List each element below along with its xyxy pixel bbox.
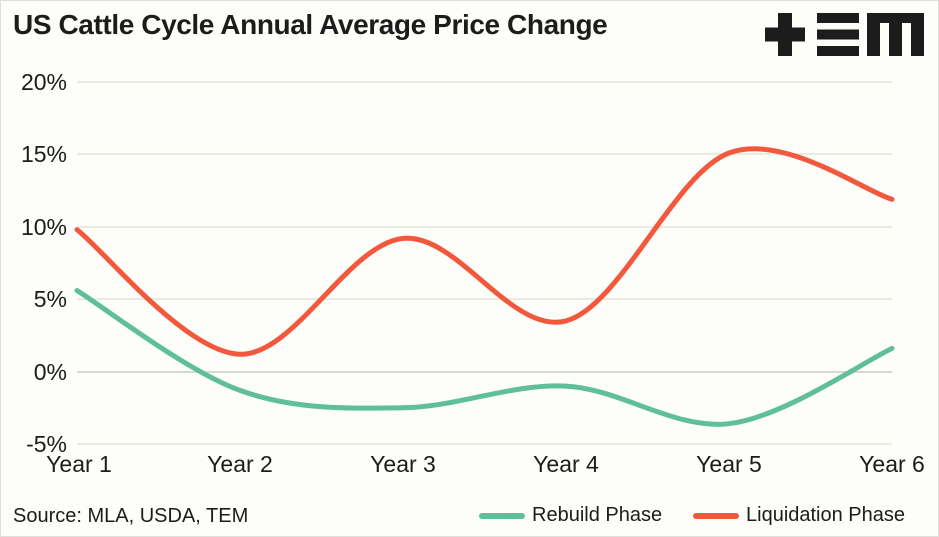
series-line-liquidation-phase	[74, 146, 895, 357]
m-glyph-icon	[867, 13, 924, 56]
tem-logo	[765, 13, 924, 56]
y-tick-label: 0%	[33, 358, 67, 385]
liquidation-line-swatch-icon	[693, 512, 739, 519]
x-tick-label: Year 2	[207, 451, 273, 477]
x-tick-label: Year 1	[46, 451, 112, 477]
y-tick-label: 15%	[20, 141, 67, 168]
x-tick-label: Year 5	[696, 451, 762, 477]
gridline	[77, 298, 892, 301]
source-note: Source: MLA, USDA, TEM	[13, 505, 249, 527]
gridline	[77, 443, 892, 445]
y-tick-label: 20%	[20, 69, 67, 95]
y-tick-label: 10%	[20, 213, 67, 240]
x-tick-label: Year 4	[533, 451, 599, 477]
legend-item-rebuild: Rebuild Phase	[479, 504, 662, 527]
y-tick-label: 5%	[33, 286, 67, 313]
series-line-rebuild-phase	[74, 288, 895, 427]
y-tick-label: -5%	[26, 431, 67, 457]
x-tick-label: Year 6	[859, 451, 925, 477]
gridline	[77, 225, 892, 228]
triple-bar-icon	[817, 13, 859, 56]
plus-icon	[765, 13, 805, 56]
gridline	[77, 153, 892, 156]
legend-label-liquidation: Liquidation Phase	[746, 504, 906, 526]
gridline	[77, 81, 892, 83]
rebuild-line-swatch-icon	[479, 512, 525, 519]
legend-label-rebuild: Rebuild Phase	[532, 504, 663, 526]
chart-title: US Cattle Cycle Annual Average Price Cha…	[13, 9, 608, 40]
x-tick-label: Year 3	[370, 451, 436, 477]
legend-item-liquidation: Liquidation Phase	[693, 504, 905, 527]
zero-gridline	[77, 370, 892, 373]
